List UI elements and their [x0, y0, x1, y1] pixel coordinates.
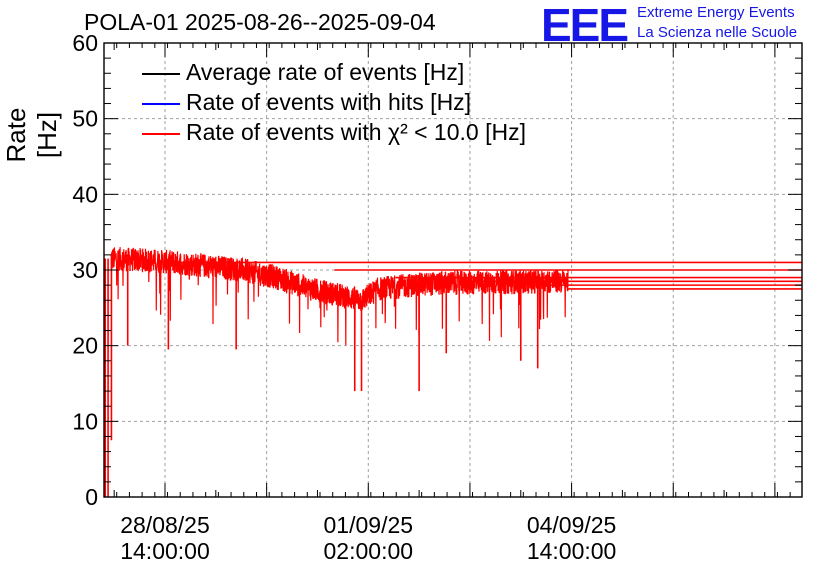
x-tick-label-time: 02:00:00 — [324, 538, 414, 564]
y-tick-label: 60 — [72, 30, 98, 56]
data-layer — [104, 247, 802, 497]
x-tick-label-date: 28/08/25 — [120, 512, 210, 538]
eee-logo: EEE — [541, 0, 629, 51]
legend-line-average — [142, 73, 180, 75]
y-tick-label: 30 — [72, 257, 98, 283]
plot-frame — [103, 42, 803, 498]
x-tick-label-time: 14:00:00 — [527, 538, 617, 564]
grid-layer — [104, 43, 802, 497]
y-tick-label: 0 — [85, 484, 98, 510]
x-tick-label-date: 04/09/25 — [527, 512, 617, 538]
axis-layer: 010203040506028/08/2514:00:0001/09/2502:… — [72, 30, 803, 564]
chart-title: POLA-01 2025-08-26--2025-09-04 — [84, 9, 436, 35]
chi2-series-line — [110, 247, 569, 355]
x-tick-label-date: 01/09/25 — [324, 512, 414, 538]
y-tick-label: 20 — [72, 333, 98, 359]
legend-label-chi2: Rate of events with χ² < 10.0 [Hz] — [186, 119, 526, 145]
y-axis-label: Rate [Hz] — [1, 107, 62, 163]
legend-line-hits — [142, 103, 180, 105]
logo-subtitle-1: Extreme Energy Events — [637, 4, 795, 21]
y-tick-label: 10 — [72, 408, 98, 434]
logo-subtitle-2: La Scienza nelle Scuole — [637, 24, 798, 41]
legend-label-hits: Rate of events with hits [Hz] — [186, 89, 472, 115]
x-tick-label-time: 14:00:00 — [120, 538, 210, 564]
y-tick-label: 40 — [72, 181, 98, 207]
legend-line-chi2 — [142, 133, 180, 135]
legend-label-average: Average rate of events [Hz] — [186, 59, 465, 85]
y-tick-label: 50 — [72, 106, 98, 132]
